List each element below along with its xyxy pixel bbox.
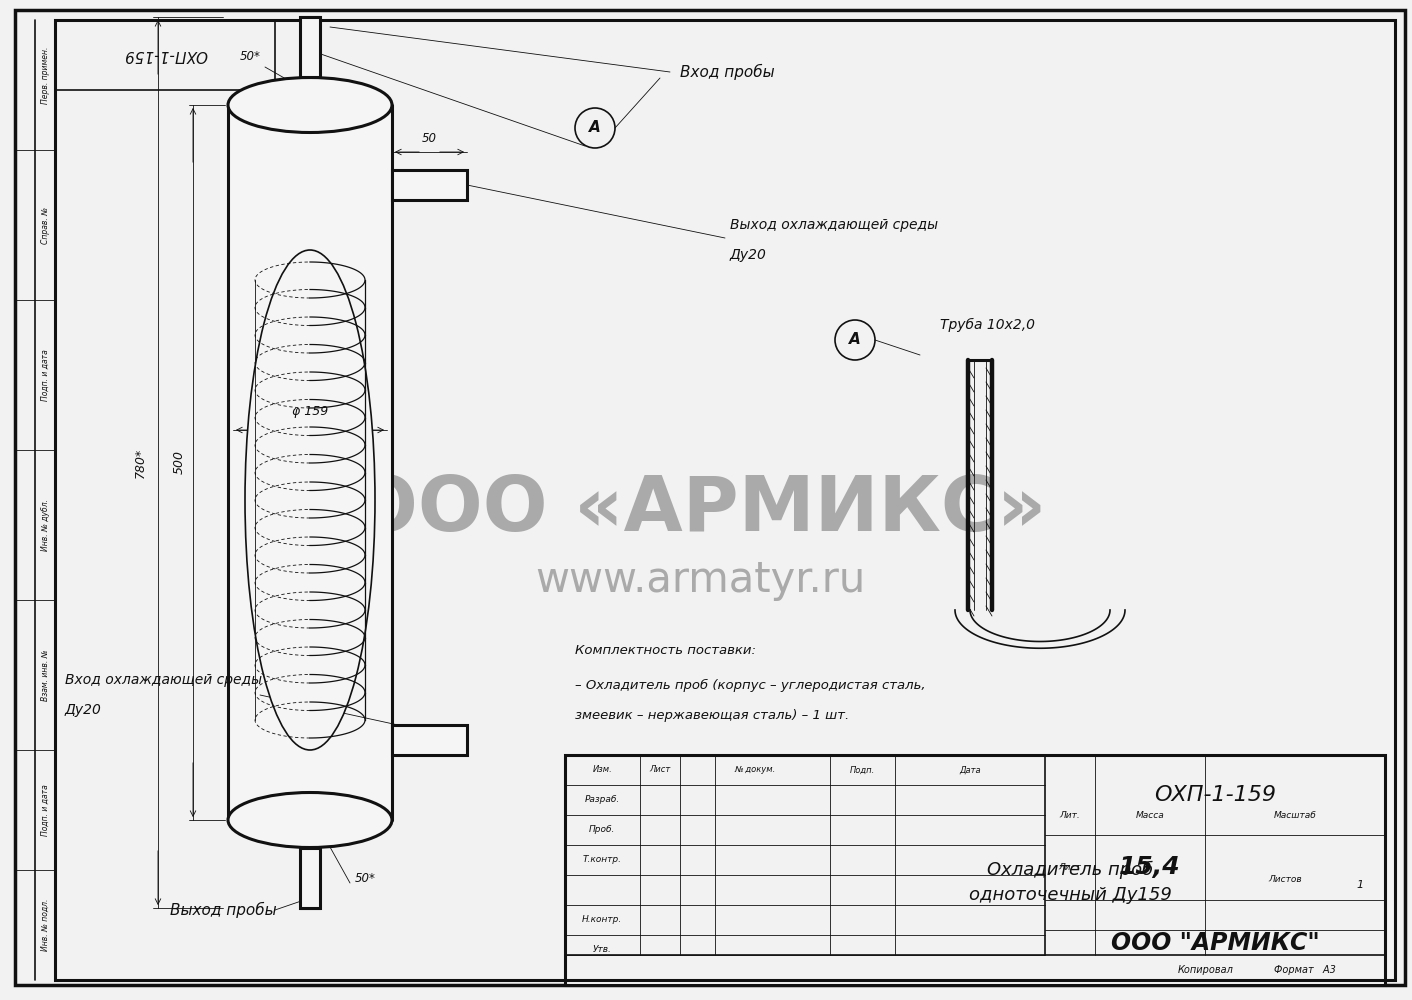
Bar: [565, 755, 1385, 985]
Text: Лист: Лист: [650, 766, 671, 774]
Text: Масса: Масса: [1135, 810, 1165, 820]
Ellipse shape: [227, 792, 393, 848]
Text: Копировал: Копировал: [1178, 965, 1234, 975]
Bar: [393, 170, 467, 200]
Text: Инв. № подл.: Инв. № подл.: [41, 899, 49, 951]
Text: А: А: [589, 120, 602, 135]
Text: ООО "АРМИКС": ООО "АРМИКС": [1111, 930, 1319, 954]
Text: 780*: 780*: [134, 447, 147, 478]
Text: Лит.: Лит.: [1059, 810, 1080, 820]
Text: Взам. инв. №: Взам. инв. №: [41, 649, 49, 701]
Text: 1: 1: [1357, 880, 1364, 890]
Text: А: А: [849, 332, 861, 348]
Text: ОХП-1-159: ОХП-1-159: [123, 47, 208, 62]
Text: Лист: Лист: [1059, 863, 1082, 872]
Text: Подп. и дата: Подп. и дата: [41, 784, 49, 836]
Text: 50*: 50*: [240, 50, 260, 64]
Text: Листов: Листов: [1268, 876, 1302, 884]
Text: Выход охлаждающей среды: Выход охлаждающей среды: [730, 218, 938, 232]
Text: № докум.: № докум.: [734, 766, 775, 774]
Text: змеевик – нержавеющая сталь) – 1 шт.: змеевик – нержавеющая сталь) – 1 шт.: [575, 708, 849, 722]
Text: Труба 10х2,0: Труба 10х2,0: [940, 318, 1035, 332]
Text: ООО «АРМИКС»: ООО «АРМИКС»: [353, 473, 1046, 547]
Text: Ду20: Ду20: [65, 703, 102, 717]
Text: Охладитель проб: Охладитель проб: [987, 861, 1154, 879]
Ellipse shape: [227, 78, 393, 132]
Text: Инв. № дубл.: Инв. № дубл.: [41, 499, 49, 551]
Text: Ду20: Ду20: [730, 248, 767, 262]
Text: ОХП-1-159: ОХП-1-159: [1154, 785, 1276, 805]
Text: Утв.: Утв.: [593, 946, 611, 954]
Text: Формат   А3: Формат А3: [1274, 965, 1336, 975]
Text: Т.контр.: Т.контр.: [583, 856, 621, 864]
Text: Дата: Дата: [959, 766, 981, 774]
Bar: [393, 725, 467, 755]
Ellipse shape: [246, 250, 376, 750]
Text: 50: 50: [422, 131, 436, 144]
Text: Выход пробы: Выход пробы: [169, 902, 277, 918]
Text: Вход охлаждающей среды: Вход охлаждающей среды: [65, 673, 263, 687]
Text: Вход пробы: Вход пробы: [681, 64, 775, 80]
Text: – Охладитель проб (корпус – углеродистая сталь,: – Охладитель проб (корпус – углеродистая…: [575, 678, 926, 692]
Text: Подп. и дата: Подп. и дата: [41, 349, 49, 401]
Text: Подп.: Подп.: [850, 766, 875, 774]
Bar: [55, 20, 275, 90]
Text: Разраб.: Разраб.: [585, 796, 620, 804]
Text: www.armatyr.ru: www.armatyr.ru: [535, 559, 866, 601]
Text: Масштаб: Масштаб: [1274, 810, 1316, 820]
Text: Проб.: Проб.: [589, 826, 616, 834]
Bar: [565, 755, 1385, 985]
Text: Н.контр.: Н.контр.: [582, 916, 623, 924]
Bar: [299, 17, 321, 77]
Text: 500: 500: [172, 450, 185, 475]
Text: Перв. примен.: Перв. примен.: [41, 46, 49, 104]
Text: 15,4: 15,4: [1120, 856, 1180, 880]
Text: одноточечный Ду159: одноточечный Ду159: [969, 886, 1172, 904]
Text: φ 159: φ 159: [292, 406, 328, 418]
Text: 50*: 50*: [354, 871, 376, 884]
Bar: [227, 105, 393, 820]
Text: Комплектность поставки:: Комплектность поставки:: [575, 644, 755, 656]
Text: Справ. №: Справ. №: [41, 207, 49, 243]
Text: Изм.: Изм.: [593, 766, 613, 774]
Bar: [299, 848, 321, 908]
